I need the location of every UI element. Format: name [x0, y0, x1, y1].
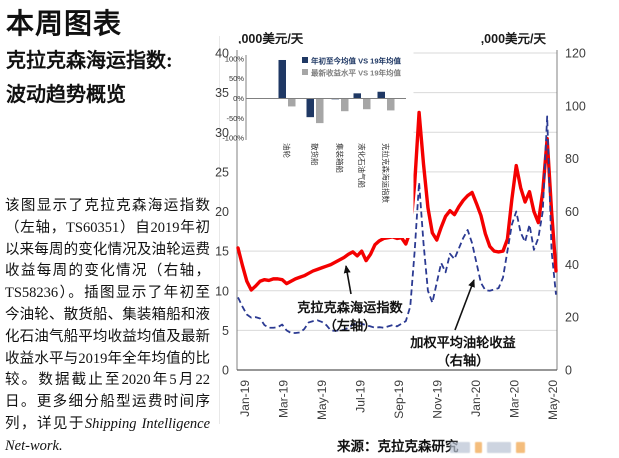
page-title: 本周图表 — [6, 9, 123, 40]
inset-bar-latest — [363, 98, 371, 110]
left-axis-tick: 25 — [215, 165, 229, 179]
right-axis-tick: 40 — [565, 258, 579, 272]
inset-bar-latest — [341, 98, 349, 112]
inset-bar-ytd — [306, 98, 314, 118]
inset-background — [237, 44, 414, 238]
x-axis-tick: Sep-19 — [392, 380, 406, 419]
inset-y-tick: 50% — [229, 74, 244, 83]
annotation-arrow — [454, 279, 475, 331]
left-axis-tick: 5 — [222, 324, 229, 338]
inset-category-label: 集装箱船 — [335, 143, 345, 173]
annotation-arrow — [343, 265, 352, 295]
x-axis-tick: Jan-19 — [238, 380, 252, 417]
series-clarksea-index-line — [236, 110, 558, 292]
x-axis-tick: Jul-19 — [354, 380, 368, 413]
inset-y-tick: 0% — [233, 94, 244, 103]
left-axis-tick: 10 — [215, 284, 229, 298]
left-axis-tick: 0 — [222, 364, 229, 378]
legend-swatch-latest — [302, 69, 308, 75]
annotation-line2: （右轴） — [437, 352, 490, 368]
right-axis-title: ,000美元/天 — [481, 31, 547, 46]
annotation-line1: 加权平均油轮收益 — [409, 334, 516, 350]
legend-label-ytd: 年初至今均值 VS 19年均值 — [311, 56, 402, 66]
left-axis-tick: 30 — [215, 126, 229, 140]
right-axis-tick: 120 — [565, 47, 586, 61]
inset-category-label: 克拉克森海运指数 — [381, 143, 391, 203]
logo-mark — [516, 442, 525, 453]
left-axis-tick: 40 — [215, 47, 229, 61]
x-axis-tick: Mar-19 — [277, 380, 291, 418]
chart-subtitle-line1: 克拉克森海运指数: — [6, 50, 173, 72]
left-axis-tick: 20 — [215, 205, 229, 219]
inset-bar-latest — [316, 98, 324, 124]
chart-description-en: Shipping Intelligence Net-work. — [5, 415, 211, 454]
x-axis-tick: May-20 — [546, 380, 560, 420]
inset-category-label: 油轮 — [282, 143, 292, 158]
annotation-line1: 克拉克森海运指数 — [297, 299, 403, 315]
x-axis-tick: May-19 — [315, 380, 329, 420]
x-axis-tick: Jan-20 — [469, 380, 483, 417]
right-axis-tick: 20 — [565, 311, 579, 325]
logo-mark — [450, 442, 470, 453]
chart-description-cn: 该图显示了克拉克森海运指数（左轴，TS60351）自2019年初以来每周的变化情… — [5, 198, 210, 432]
left-axis-title: ,000美元/天 — [238, 31, 304, 46]
inset-y-tick: -50% — [226, 114, 244, 123]
inset-category-label: 液化石油气船 — [357, 143, 367, 188]
main-chart-svg: 0 5 10 15 20 25 30 35 40 0 20 40 60 80 100 120 ,000美元/天,… — [215, 31, 586, 420]
series-tanker-earnings-line — [237, 115, 557, 334]
chart-subtitle-line2: 波动趋势概览 — [6, 84, 126, 106]
right-axis-tick: 100 — [565, 99, 586, 113]
legend-label-latest: 最新收益水平 VS 19年均值 — [311, 68, 402, 78]
right-axis-tick: 80 — [565, 152, 579, 166]
inset-y-tick: -100% — [222, 134, 244, 143]
inset-bar-ytd — [353, 93, 361, 99]
inset-bar-latest — [387, 98, 395, 111]
source-note: 来源：克拉克森研究 — [337, 439, 459, 454]
inset-bar-latest — [288, 98, 296, 107]
inset-bar-ytd — [278, 59, 286, 99]
inset-bar-chart: 100% 50% 0% -50% -100% 油轮 散货船 集装箱船 液化石油气船 克拉克森海运指… — [222, 44, 414, 238]
left-axis-tick: 15 — [215, 245, 229, 259]
inset-category-label: 散货船 — [310, 143, 320, 166]
chart-description: 该图显示了克拉克森海运指数（左轴，TS60351）自2019年初以来每周的变化情… — [5, 196, 210, 458]
annotation-line2: （左轴） — [324, 317, 377, 333]
chart-area-border — [219, 36, 220, 424]
inset-bar-ytd — [377, 91, 385, 99]
x-axis-tick: Mar-20 — [508, 380, 522, 418]
right-axis-tick: 60 — [565, 205, 579, 219]
legend-swatch-ytd — [302, 57, 308, 63]
inset-y-tick: 100% — [225, 54, 245, 63]
right-axis-tick: 0 — [565, 364, 572, 378]
chart-subtitle: 克拉克森海运指数: 波动趋势概览 — [6, 44, 173, 112]
logo-mark — [475, 442, 482, 453]
logo-mark — [487, 442, 511, 453]
x-axis-tick: Nov-19 — [431, 380, 445, 419]
left-axis-tick: 35 — [215, 86, 229, 100]
partner-logo-icon — [450, 442, 525, 453]
